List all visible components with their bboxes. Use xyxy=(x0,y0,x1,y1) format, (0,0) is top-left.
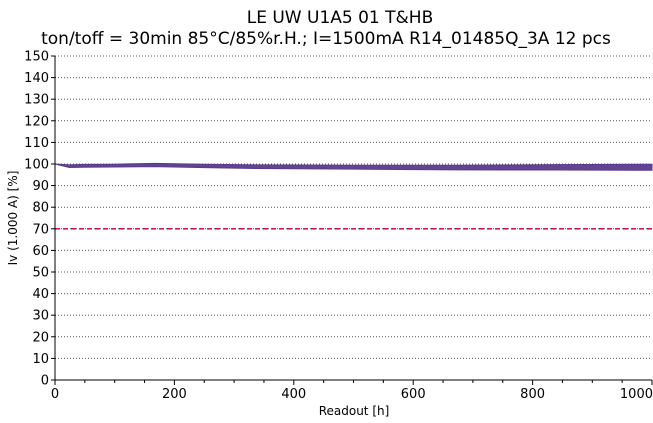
axes xyxy=(51,55,653,385)
y-tick-label: 110 xyxy=(24,136,49,151)
y-tick-label: 50 xyxy=(32,266,49,281)
y-tick-label: 140 xyxy=(24,71,49,86)
y-tick-label: 80 xyxy=(32,201,49,216)
x-tick-label: 0 xyxy=(51,387,59,402)
y-axis-label: Iv (1.000 A) [%] xyxy=(6,171,20,266)
series-band xyxy=(54,162,653,171)
y-tick-label: 130 xyxy=(24,93,49,108)
x-tick-label: 600 xyxy=(401,387,426,402)
y-tick-label: 0 xyxy=(41,374,49,389)
grid-lines xyxy=(55,55,652,359)
y-tick-label: 100 xyxy=(24,158,49,173)
x-axis-label: Readout [h] xyxy=(319,404,390,418)
y-tick-label: 150 xyxy=(24,50,49,65)
y-tick-label: 120 xyxy=(24,114,49,129)
x-tick-label: 1000 xyxy=(620,387,653,402)
y-tick-label: 90 xyxy=(32,179,49,194)
x-tick-label: 800 xyxy=(520,387,545,402)
x-tick-label: 200 xyxy=(162,387,187,402)
y-tick-label: 10 xyxy=(32,352,49,367)
chart-subtitle: ton/toff = 30min 85°C/85%r.H.; I=1500mA … xyxy=(41,29,611,49)
y-tick-label: 70 xyxy=(32,222,49,237)
y-tick-label: 60 xyxy=(32,244,49,259)
y-tick-labels: 0 10 20 30 40 50 60 70 80 90 100 110 120 130 140 150 xyxy=(24,50,49,389)
x-tick-labels: 0 200 400 600 800 1000 xyxy=(51,387,653,402)
y-tick-label: 40 xyxy=(32,287,49,302)
chart-title: LE UW U1A5 01 T&HB xyxy=(247,8,434,28)
x-tick-label: 400 xyxy=(281,387,306,402)
y-tick-label: 20 xyxy=(32,330,49,345)
data-band xyxy=(54,162,653,171)
y-tick-label: 30 xyxy=(32,309,49,324)
